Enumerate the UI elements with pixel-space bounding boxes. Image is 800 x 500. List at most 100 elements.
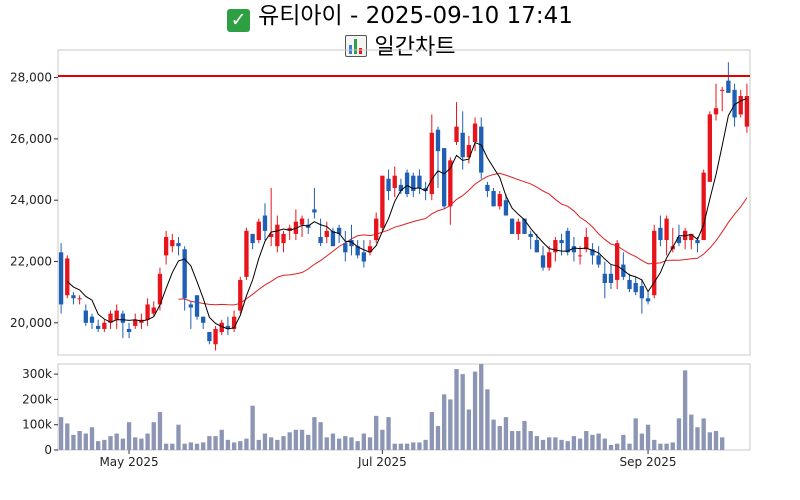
volume-bar [664, 443, 669, 450]
candle-body [65, 258, 70, 296]
volume-bar [689, 414, 694, 450]
candle-body [281, 233, 286, 244]
chart-subtitle: 일간차트 [374, 35, 456, 60]
price-panel-frame [57, 49, 751, 356]
candle-body [336, 227, 342, 234]
candle-body [219, 322, 224, 333]
volume-bar [590, 434, 595, 450]
volume-bar [194, 443, 200, 450]
candle-body [738, 95, 743, 115]
candle-body [145, 304, 150, 320]
volume-bar [547, 437, 552, 450]
candle-body [374, 218, 379, 241]
volume-bar [268, 437, 274, 450]
candle-body [157, 273, 163, 305]
candle-body [404, 172, 410, 195]
price-ytick-label: 28,000 [10, 71, 52, 85]
candle-body [528, 233, 533, 237]
candle-body [201, 316, 206, 323]
candle-body [225, 325, 231, 329]
volume-bar [485, 389, 490, 450]
volume-bar [460, 374, 465, 450]
candle-body [126, 328, 132, 333]
candle-body [701, 172, 706, 241]
candle-body [71, 295, 76, 299]
candle-body [652, 230, 657, 296]
candle-body [479, 126, 484, 173]
volume-bar [188, 442, 194, 450]
candle-body [460, 132, 465, 158]
volume-bar [287, 432, 292, 450]
volume-bar [658, 443, 663, 450]
volume-bar [306, 434, 311, 450]
volume-panel-frame [57, 363, 751, 451]
candle-body [102, 322, 107, 329]
candle-body [318, 236, 323, 244]
volume-bar [133, 437, 138, 450]
candle-body [627, 279, 632, 290]
volume-bar [534, 436, 540, 450]
candle-body [720, 89, 725, 91]
volume-bar [695, 427, 700, 450]
candle-body [435, 129, 441, 152]
candle-body [392, 175, 397, 188]
candle-body [151, 307, 156, 314]
candle-body [287, 227, 292, 231]
volume-ytick-label: 0 [44, 443, 52, 457]
candle-body [417, 175, 422, 188]
volume-bar [71, 434, 76, 450]
price-ytick-label: 26,000 [10, 132, 52, 146]
subtitle-row: 일간차트 [0, 34, 800, 62]
candle-body [133, 319, 138, 326]
volume-bar [361, 433, 367, 450]
volume-bar [139, 438, 144, 450]
volume-bar [170, 443, 175, 450]
candle-body [256, 221, 261, 241]
volume-bar [479, 364, 484, 450]
volume-bar [126, 422, 132, 450]
volume-bar [213, 436, 218, 450]
candle-body [207, 332, 212, 342]
volume-bar [614, 443, 620, 450]
candle-body [411, 175, 416, 192]
volume-ytick-label: 200k [22, 392, 52, 406]
candle-body [744, 95, 750, 127]
candle-body [95, 325, 101, 329]
volume-bar [509, 431, 515, 450]
candle-body [250, 233, 255, 244]
candle-body [565, 230, 570, 253]
volume-bar [565, 441, 570, 450]
volume-bar [639, 433, 645, 450]
volume-bar [676, 418, 682, 450]
volume-bar [120, 438, 126, 450]
candle-body [540, 255, 546, 268]
volume-bar [201, 442, 206, 450]
candle-body [299, 218, 305, 225]
volume-bar [114, 433, 119, 450]
volume-bar [596, 433, 601, 450]
volume-bar [404, 443, 410, 450]
volume-bar [472, 371, 478, 450]
volume-bar [102, 439, 107, 450]
candle-body [355, 246, 360, 256]
candle-body [602, 273, 607, 283]
volume-bar [429, 412, 434, 450]
candle-body [176, 243, 181, 247]
candle-body [485, 184, 490, 192]
volume-bar [380, 429, 385, 450]
candle-body [268, 233, 274, 237]
volume-bar [157, 412, 163, 450]
volume-bar [417, 442, 422, 450]
candle-body [120, 313, 126, 323]
volume-bar [244, 438, 249, 450]
candle-body [349, 240, 354, 247]
volume-bar [503, 417, 509, 450]
candle-body [614, 243, 620, 280]
xtick-label: Jul 2025 [357, 455, 407, 469]
volume-bar [108, 436, 113, 450]
candle-body [491, 191, 496, 207]
volume-bar [163, 443, 169, 450]
candle-body [367, 246, 373, 253]
